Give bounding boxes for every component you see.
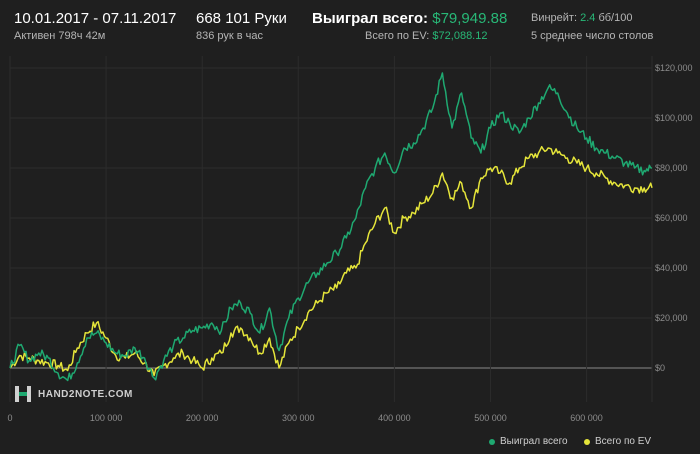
- legend-won-label: Выиграл всего: [500, 436, 568, 447]
- hands-count: 668 101 Руки: [196, 10, 287, 27]
- y-tick-label: $100,000: [655, 113, 693, 123]
- hand2note-logo-text: HAND2NOTE.COM: [38, 388, 133, 400]
- x-axis-ticks: 0 100 000 200 000 300 000 400 000 500 000 600 …: [7, 413, 602, 423]
- winrate-value: 2.4: [580, 12, 596, 24]
- hand2note-logo: HAND2NOTE.COM: [14, 385, 133, 403]
- legend-ev-label: Всего по EV: [595, 436, 652, 447]
- x-tick-label: 300 000: [282, 413, 315, 423]
- legend-ev-dot: [584, 438, 590, 445]
- x-tick-label: 500 000: [474, 413, 507, 423]
- x-tick-label: 0: [7, 413, 12, 423]
- ev-total: Всего по EV: $72,088.12: [365, 30, 487, 42]
- won-total: Выиграл всего: $79,949.88: [312, 10, 507, 27]
- won-total-label: Выиграл всего:: [312, 10, 429, 27]
- y-axis-ticks: $0 $20,000 $40,000 $60,000 $80,000 $100,000 $1…: [655, 63, 693, 373]
- active-time: Активен 798ч 42м: [14, 30, 106, 42]
- series-line-won: [9, 72, 653, 382]
- chart-grid: [9, 56, 653, 402]
- x-tick-label: 600 000: [570, 413, 603, 423]
- date-range: 10.01.2017 - 07.11.2017: [14, 10, 177, 27]
- legend-won-dot: [489, 438, 495, 445]
- hands-per-hour: 836 рук в час: [196, 30, 264, 42]
- y-tick-label: $120,000: [655, 63, 693, 73]
- avg-tables: 5 среднее число столов: [531, 30, 654, 42]
- winrate-label: Винрейт:: [531, 12, 578, 24]
- ev-total-value: $72,088.12: [432, 30, 488, 42]
- won-total-value: $79,949.88: [432, 10, 508, 27]
- series-line-ev: [9, 145, 653, 377]
- legend-item-won[interactable]: Выиграл всего: [489, 436, 568, 447]
- y-tick-label: $80,000: [655, 163, 688, 173]
- y-tick-label: $40,000: [655, 263, 688, 273]
- winrate: Винрейт: 2.4 бб/100: [531, 12, 632, 24]
- x-tick-label: 200 000: [186, 413, 219, 423]
- x-tick-label: 400 000: [378, 413, 411, 423]
- x-tick-label: 100 000: [90, 413, 123, 423]
- y-tick-label: $0: [655, 363, 665, 373]
- legend-item-ev[interactable]: Всего по EV: [584, 436, 651, 447]
- hand2note-logo-icon: [15, 386, 31, 402]
- winrate-unit: бб/100: [598, 12, 633, 24]
- chart-series: [9, 72, 653, 382]
- ev-total-label: Всего по EV:: [365, 30, 430, 42]
- y-tick-label: $20,000: [655, 313, 688, 323]
- y-tick-label: $60,000: [655, 213, 688, 223]
